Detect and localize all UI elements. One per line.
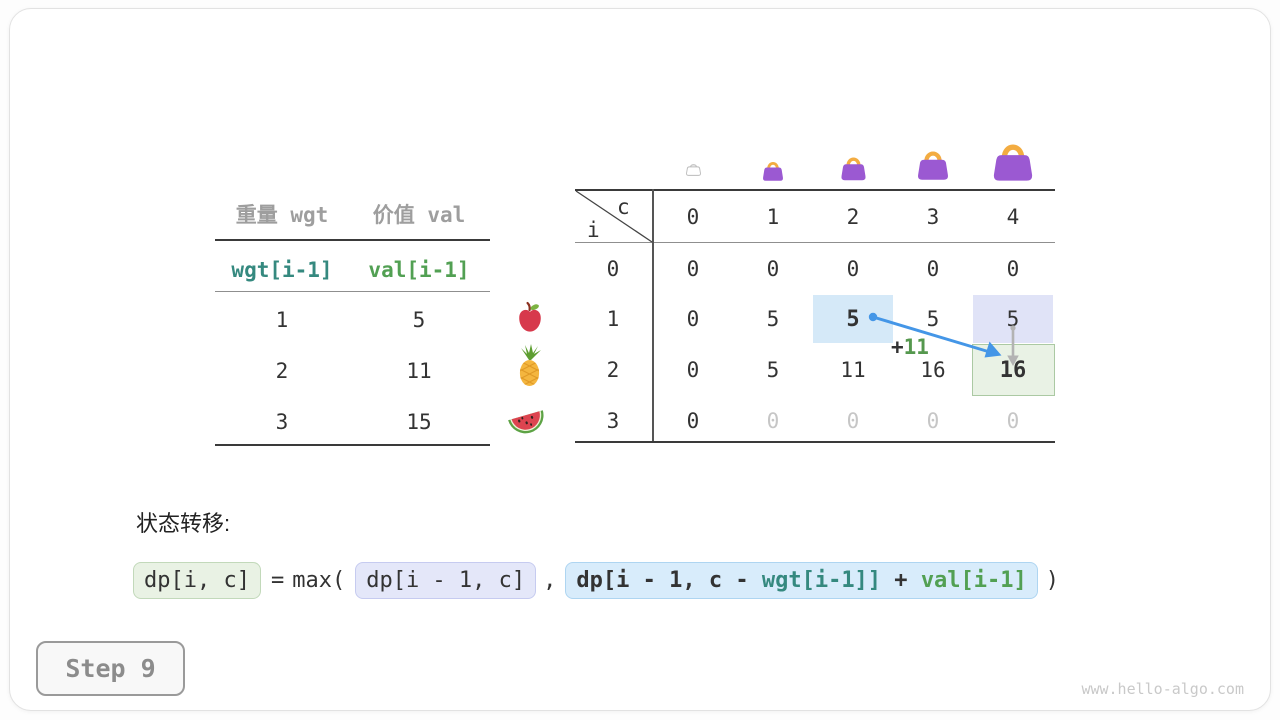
item-2-weight: 2 — [275, 359, 289, 383]
bag-icon-capacity-4 — [990, 133, 1036, 183]
items-table-border-top — [215, 239, 490, 241]
dp-cell-3-3: 0 — [926, 409, 940, 433]
arg2-plus: + — [881, 567, 921, 593]
apple-icon — [515, 301, 545, 334]
dp-cell-0-3: 0 — [926, 257, 940, 281]
transition-label: 状态转移: — [136, 511, 231, 536]
formula-lhs-box: dp[i, c] — [133, 561, 261, 599]
dp-cell-1-1: 5 — [766, 307, 780, 331]
dp-cell-0-4: 0 — [1006, 257, 1020, 281]
watermelon-icon — [505, 400, 547, 438]
dp-cell-2-3: 16 — [920, 358, 946, 382]
bag-icon-capacity-1 — [761, 156, 785, 182]
dp-row-header-1: 1 — [606, 307, 620, 331]
items-subheader-wgt: wgt[i-1] — [231, 258, 333, 282]
items-table-border-bottom — [215, 444, 490, 446]
item-3-value: 15 — [406, 410, 432, 434]
dp-cell-0-1: 0 — [766, 257, 780, 281]
items-col-value-header: 价值 val — [372, 203, 466, 227]
formula-arg1-box: dp[i - 1, c] — [355, 561, 537, 599]
arg2-prefix: dp[i - 1, c - — [576, 567, 762, 593]
dp-cell-3-4: 0 — [1006, 409, 1020, 433]
dp-table-border-bottom — [575, 441, 1055, 443]
dp-col-header-0: 0 — [686, 205, 700, 229]
item-3-weight: 3 — [275, 410, 289, 434]
dp-cell-3-0: 0 — [686, 409, 700, 433]
arg2-val-term: val[i-1] — [920, 567, 1027, 593]
formula-comma: , — [543, 567, 557, 593]
add-value-annotation: +11 — [891, 335, 929, 359]
item-1-weight: 1 — [275, 308, 289, 332]
dp-table-vertical-divider — [652, 189, 654, 443]
dp-col-header-1: 1 — [766, 205, 780, 229]
formula-equals: = — [270, 567, 285, 593]
dp-cell-1-2: 5 — [846, 306, 860, 332]
bag-icon-capacity-0 — [685, 161, 702, 177]
items-table-divider — [215, 291, 490, 292]
pineapple-icon — [514, 344, 545, 388]
dp-row-header-0: 0 — [606, 257, 620, 281]
items-col-weight-header: 重量 wgt — [235, 203, 329, 227]
dp-corner-col-var: c — [617, 195, 630, 219]
dp-cell-3-1: 0 — [766, 409, 780, 433]
dp-cell-3-2: 0 — [846, 409, 860, 433]
dp-cell-2-2: 11 — [840, 358, 866, 382]
plus-sign: + — [891, 335, 904, 359]
dp-table-header-divider — [575, 242, 1055, 243]
dp-cell-1-0: 0 — [686, 307, 700, 331]
dp-col-header-3: 3 — [926, 205, 940, 229]
dp-row-header-2: 2 — [606, 358, 620, 382]
dp-table-border-top — [575, 189, 1055, 191]
dp-col-header-4: 4 — [1006, 205, 1020, 229]
arg2-wgt-term: wgt[i-1]] — [761, 567, 882, 593]
dp-row-header-3: 3 — [606, 409, 620, 433]
item-2-value: 11 — [406, 359, 432, 383]
dp-cell-2-1: 5 — [766, 358, 780, 382]
dp-cell-2-4: 16 — [999, 357, 1027, 383]
formula-max-open: max( — [292, 567, 346, 593]
bag-icon-capacity-3 — [915, 142, 951, 182]
item-1-value: 5 — [412, 308, 426, 332]
step-badge: Step 9 — [36, 641, 185, 696]
items-subheader-val: val[i-1] — [368, 258, 470, 282]
formula-close-paren: ) — [1045, 567, 1060, 593]
added-value: 11 — [903, 335, 929, 359]
dp-cell-0-0: 0 — [686, 257, 700, 281]
dp-cell-2-0: 0 — [686, 358, 700, 382]
dp-cell-0-2: 0 — [846, 257, 860, 281]
formula-arg2-box: dp[i - 1, c - wgt[i-1]] + val[i-1] — [565, 561, 1038, 599]
site-url: www.hello-algo.com — [1081, 680, 1244, 698]
transition-formula: dp[i, c] = max( dp[i - 1, c] , dp[i - 1,… — [133, 560, 1059, 600]
dp-corner-row-var: i — [587, 218, 600, 242]
dp-col-header-2: 2 — [846, 205, 860, 229]
dp-cell-1-4: 5 — [1006, 307, 1020, 331]
bag-icon-capacity-2 — [839, 150, 868, 182]
